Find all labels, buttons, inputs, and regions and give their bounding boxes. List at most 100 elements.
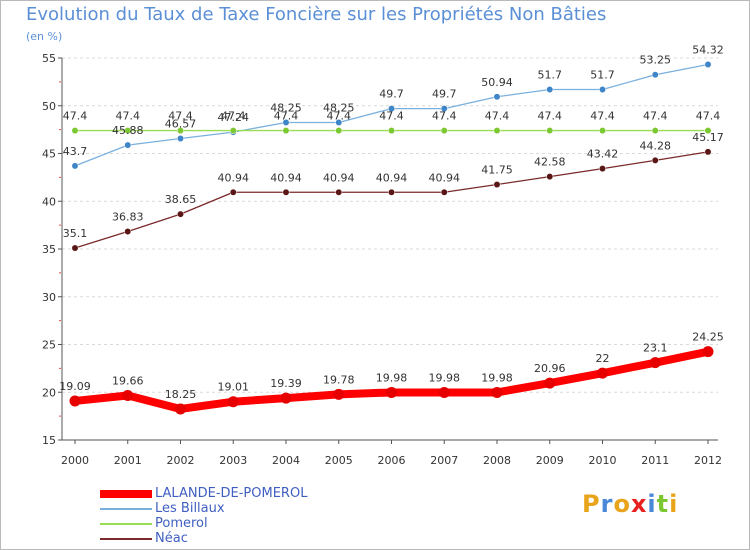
data-point [440, 188, 448, 196]
data-point [491, 386, 503, 398]
data-label: 47.4 [63, 110, 88, 123]
data-point [388, 127, 395, 135]
data-label: 36.83 [112, 211, 144, 224]
logo-letter: i [647, 490, 657, 518]
data-label: 40.94 [270, 171, 302, 184]
data-point [335, 188, 343, 196]
data-label: 50.94 [481, 76, 513, 89]
data-point [599, 165, 606, 173]
data-label: 41.75 [481, 164, 513, 177]
legend-item: Les Billaux [100, 501, 420, 516]
x-tick-label: 2003 [219, 454, 247, 467]
data-label: 47.4 [168, 110, 193, 123]
data-label: 47.4 [432, 110, 457, 123]
data-label: 44.28 [640, 139, 672, 152]
x-tick-label: 2011 [641, 454, 669, 467]
data-point [702, 346, 714, 358]
legend-swatch [100, 522, 152, 525]
data-label: 47.4 [327, 110, 352, 123]
grid-lines [62, 57, 718, 393]
x-tick-label: 2012 [694, 454, 722, 467]
data-label: 19.98 [376, 371, 408, 384]
data-point [546, 127, 554, 135]
data-point [544, 377, 556, 389]
data-label: 48.25 [323, 101, 355, 114]
data-point [388, 105, 395, 113]
data-label: 19.09 [59, 380, 91, 393]
data-point [704, 148, 712, 156]
proxiti-logo: Proxiti [582, 490, 678, 518]
data-label: 47.4 [538, 110, 563, 123]
x-tick-label: 2006 [378, 454, 406, 467]
data-label: 19.01 [218, 381, 250, 394]
legend-swatch [100, 489, 152, 498]
data-label: 47.4 [696, 110, 721, 123]
data-point [546, 173, 554, 181]
data-point [227, 396, 239, 408]
data-label: 20.96 [534, 362, 566, 375]
y-tick-label: 50 [42, 100, 56, 113]
y-tick-label: 20 [42, 386, 56, 399]
legend-label: Pomerol [155, 516, 208, 531]
y-tick-label: 15 [42, 434, 56, 447]
data-label: 54.32 [692, 43, 724, 56]
series-group [69, 61, 714, 415]
logo-letter: t [656, 490, 670, 518]
data-label: 19.98 [429, 371, 461, 384]
chart-title: Evolution du Taux de Taxe Foncière sur l… [26, 4, 607, 25]
data-label: 40.94 [376, 171, 408, 184]
legend-label: Les Billaux [155, 501, 225, 516]
data-label: 22 [596, 352, 610, 365]
data-label: 19.66 [112, 374, 144, 387]
legend-swatch [100, 537, 152, 540]
data-point [599, 86, 606, 93]
data-point [282, 127, 290, 135]
x-tick-label: 2008 [483, 454, 511, 467]
data-point [704, 127, 712, 135]
y-tick-label: 45 [42, 148, 56, 161]
data-point [282, 188, 290, 196]
logo-letter: x [630, 490, 648, 518]
data-point [493, 127, 501, 135]
data-point [440, 105, 448, 113]
data-point [71, 162, 79, 170]
data-label: 47.4 [379, 110, 404, 123]
data-point [388, 188, 395, 196]
data-point [440, 127, 448, 135]
data-label: 19.78 [323, 373, 355, 386]
data-point [229, 127, 237, 135]
x-tick-label: 2000 [61, 454, 89, 467]
data-label: 49.7 [379, 88, 404, 101]
x-tick-label: 2010 [589, 454, 617, 467]
data-label: 51.7 [590, 69, 615, 82]
data-label: 40.94 [323, 171, 355, 184]
x-tick-label: 2009 [536, 454, 564, 467]
data-point [177, 127, 184, 135]
logo-letter: P [582, 490, 601, 518]
data-point [71, 127, 79, 135]
legend-swatch [100, 507, 152, 510]
data-label: 35.1 [63, 227, 88, 240]
x-tick-label: 2001 [114, 454, 142, 467]
data-label: 19.39 [270, 377, 302, 390]
y-tick-label: 40 [42, 195, 56, 208]
logo-letter: r [600, 490, 614, 518]
data-point [651, 127, 659, 135]
y-tick-label: 25 [42, 339, 56, 352]
logo-letter: o [613, 490, 631, 518]
data-point [175, 403, 186, 415]
data-label: 47.4 [643, 110, 668, 123]
data-point [124, 127, 132, 135]
legend-label: Néac [155, 531, 188, 546]
data-point [229, 188, 237, 196]
data-label: 40.94 [429, 171, 461, 184]
data-label: 23.1 [643, 342, 668, 355]
data-point [597, 367, 608, 379]
legend-label: LALANDE-DE-POMEROL [155, 486, 308, 501]
data-point [386, 386, 397, 398]
data-point [335, 119, 343, 126]
data-point [282, 119, 290, 126]
data-point [122, 389, 134, 401]
data-point [438, 386, 450, 398]
